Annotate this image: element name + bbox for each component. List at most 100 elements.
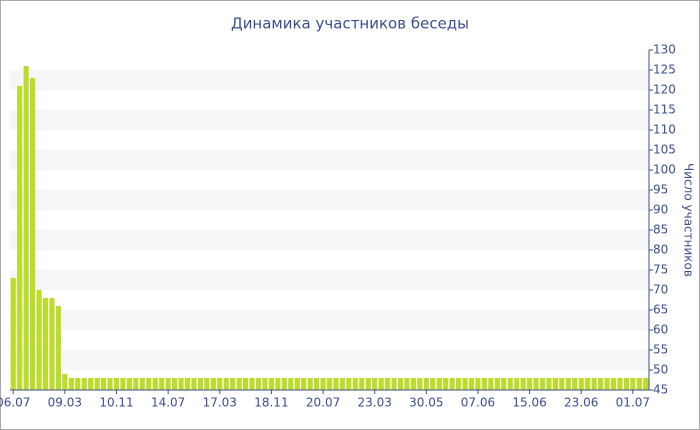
bar (598, 378, 604, 390)
grid-band (10, 310, 649, 330)
y-tick-label: 100 (653, 163, 676, 177)
x-tick-label: 09.03 (48, 396, 82, 410)
grid-band (10, 270, 649, 290)
bar (527, 378, 533, 390)
bar (636, 378, 642, 390)
bar (578, 378, 584, 390)
bar (94, 378, 100, 390)
bar (210, 378, 216, 390)
bar (288, 378, 294, 390)
bar (430, 378, 436, 390)
y-tick-label: 50 (653, 363, 668, 377)
bar (475, 378, 481, 390)
bar (501, 378, 507, 390)
y-tick-label: 70 (653, 283, 668, 297)
grid-band (10, 350, 649, 370)
bar (62, 374, 68, 390)
x-tick-label: 30.05 (409, 396, 443, 410)
bar (172, 378, 178, 390)
bar (585, 378, 591, 390)
bar (423, 378, 429, 390)
bar (49, 298, 55, 390)
bar (456, 378, 462, 390)
grid-band (10, 150, 649, 170)
bar (120, 378, 126, 390)
bar (488, 378, 494, 390)
y-tick-label: 125 (653, 63, 676, 77)
x-tick-label: 01.07 (616, 396, 650, 410)
y-tick-label: 95 (653, 183, 668, 197)
bar (643, 378, 649, 390)
bar (236, 378, 242, 390)
bar (88, 378, 94, 390)
grid-band (10, 70, 649, 90)
y-tick-label: 115 (653, 103, 676, 117)
bar (30, 78, 36, 390)
bar (404, 378, 410, 390)
y-tick-label: 60 (653, 323, 668, 337)
bar (204, 378, 210, 390)
bar (230, 378, 236, 390)
bar (320, 378, 326, 390)
bar (262, 378, 268, 390)
bar (17, 86, 23, 390)
bar (604, 378, 610, 390)
bar (326, 378, 333, 390)
bar (223, 378, 229, 390)
bar (514, 378, 520, 390)
bar (42, 298, 49, 390)
x-tick-label: 18.11 (254, 396, 288, 410)
bar (10, 278, 16, 390)
bar (178, 378, 184, 390)
bar (417, 378, 423, 390)
bar (107, 378, 113, 390)
x-tick-label: 14.07 (151, 396, 185, 410)
y-tick-label: 80 (653, 243, 668, 257)
bar (552, 378, 558, 390)
bar (197, 378, 203, 390)
bar (397, 378, 404, 390)
x-tick-label: 20.07 (306, 396, 340, 410)
bar (372, 378, 378, 390)
bar (281, 378, 287, 390)
bar (630, 378, 636, 390)
bar (159, 378, 165, 390)
bar (101, 378, 107, 390)
y-tick-label: 45 (653, 383, 668, 397)
bar (113, 378, 120, 390)
y-tick-label: 85 (653, 223, 668, 237)
bar (346, 378, 352, 390)
bar (133, 378, 139, 390)
bar (152, 378, 158, 390)
x-tick-label: 07.06 (461, 396, 495, 410)
bar (565, 378, 571, 390)
bar (520, 378, 526, 390)
bar (591, 378, 597, 390)
x-tick-label: 17.03 (203, 396, 237, 410)
bar (449, 378, 455, 390)
y-tick-label: 90 (653, 203, 668, 217)
bar (533, 378, 539, 390)
y-tick-label: 55 (653, 343, 668, 357)
x-tick-label: 10.11 (99, 396, 133, 410)
grid-band (10, 110, 649, 130)
x-tick-label: 15.06 (512, 396, 546, 410)
bar (275, 378, 281, 390)
chart-title: Динамика участников беседы (231, 15, 469, 33)
bar (243, 378, 249, 390)
bar (623, 378, 629, 390)
bar (443, 378, 449, 390)
bar (126, 378, 132, 390)
bar (165, 378, 171, 390)
y-tick-label: 105 (653, 143, 676, 157)
grid-band (10, 230, 649, 250)
grid-bands (10, 70, 649, 370)
bar (68, 378, 74, 390)
bar (481, 378, 487, 390)
bar (539, 378, 546, 390)
bar (378, 378, 384, 390)
y-tick-label: 110 (653, 123, 676, 137)
bar (268, 378, 274, 390)
